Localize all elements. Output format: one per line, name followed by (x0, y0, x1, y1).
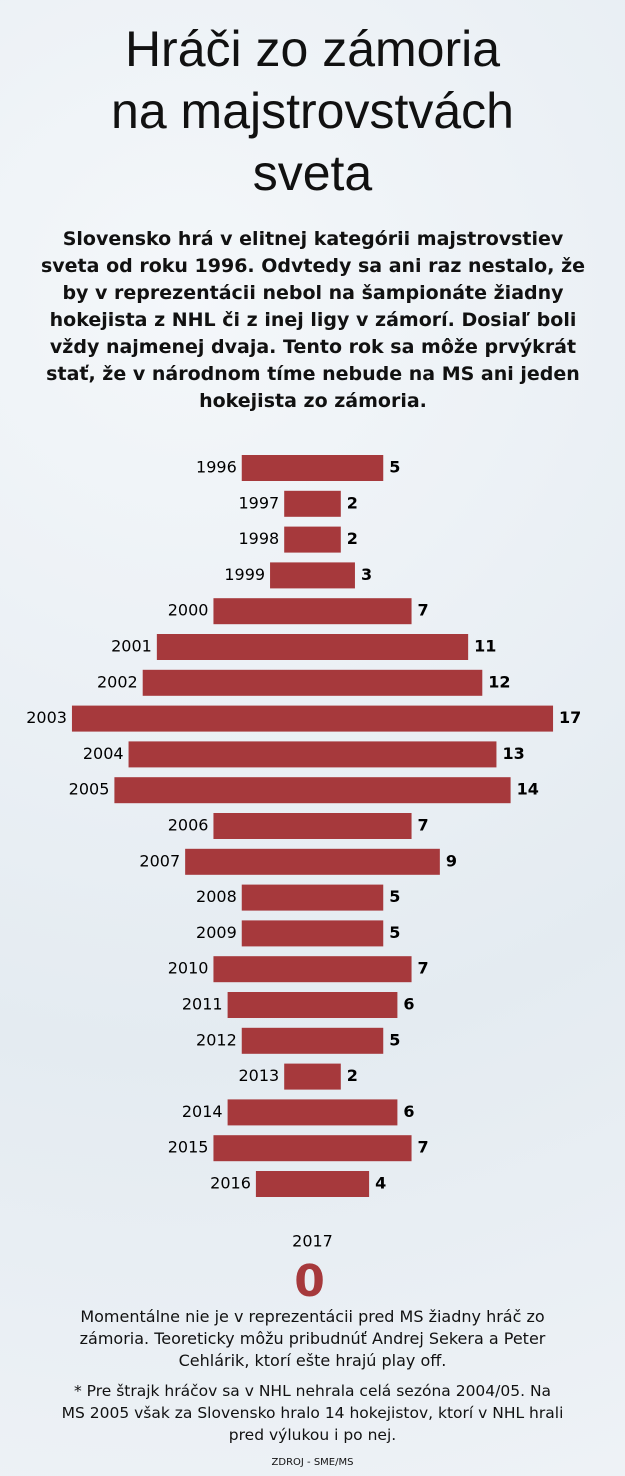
bar (114, 777, 511, 804)
category-label: 2002 (97, 672, 138, 691)
category-label: 2016 (210, 1174, 251, 1193)
category-label: 2017 (292, 1231, 333, 1250)
value-label: 7 (418, 816, 429, 835)
value-label: 14 (517, 780, 539, 799)
value-label: 2 (347, 493, 358, 512)
category-label: 2004 (83, 744, 124, 763)
bar (284, 526, 341, 553)
category-label: 1999 (224, 565, 265, 584)
value-label: 2 (347, 529, 358, 548)
bar (213, 598, 412, 625)
category-label: 2001 (111, 637, 152, 656)
bar (156, 634, 469, 660)
footnote: * Pre štrajk hráčov sa v NHL nehrala cel… (61, 1382, 564, 1444)
value-label: 12 (488, 672, 510, 691)
bar (284, 490, 341, 517)
value-label: 7 (418, 959, 429, 978)
title-line: Hráči zo zámoria (124, 21, 501, 77)
category-label: 2013 (238, 1066, 279, 1085)
bar (241, 884, 384, 911)
bar (128, 741, 497, 768)
category-label: 2012 (196, 1030, 237, 1049)
bar (255, 1171, 370, 1197)
category-label: 2010 (168, 959, 209, 978)
title: Hráči zo zámoria na majstrovstvách sveta (0, 18, 625, 204)
category-label: 2009 (196, 923, 237, 942)
value-label: 6 (403, 1102, 414, 1121)
category-label: 2011 (182, 995, 223, 1014)
title-line: sveta (252, 145, 373, 201)
category-label: 2005 (69, 780, 110, 799)
bar (213, 956, 412, 983)
value-label: 2 (347, 1066, 358, 1085)
bar (213, 1135, 412, 1162)
source: ZDROJ - SME/MS (271, 1457, 354, 1468)
value-label: 5 (389, 1030, 400, 1049)
value-label: 7 (418, 1138, 429, 1157)
value-label: 7 (418, 601, 429, 620)
value-label: 11 (474, 637, 496, 656)
bar (241, 920, 384, 947)
category-label: 2000 (168, 601, 209, 620)
category-label: 2006 (168, 816, 209, 835)
category-label: 1997 (238, 493, 279, 512)
bar (270, 562, 355, 589)
value-label: 17 (559, 708, 581, 727)
value-label: 3 (361, 565, 372, 584)
category-label: 2015 (168, 1138, 209, 1157)
title-line: na majstrovstvách (111, 83, 514, 139)
value-label: 4 (375, 1174, 386, 1193)
category-label: 2008 (196, 887, 237, 906)
value-label: 13 (502, 744, 524, 763)
bar (227, 1099, 398, 1126)
bar (241, 455, 384, 481)
bar (142, 669, 483, 696)
value-label: 5 (389, 458, 400, 477)
bar (284, 1063, 341, 1090)
chart: 1996 5 1997 2 1998 2 1999 3 2000 7 2001 11 2002 12 200… (26, 455, 581, 1300)
value-label: 9 (446, 851, 457, 870)
bar (185, 848, 440, 875)
bar (71, 705, 554, 732)
category-label: 1996 (196, 458, 237, 477)
bar (227, 992, 398, 1018)
category-label: 1998 (238, 529, 279, 548)
subtitle: Slovensko hrá v elitnej kategórii majstr… (40, 228, 586, 412)
category-label: 2014 (182, 1102, 223, 1121)
bar (241, 1027, 384, 1054)
category-label: 2003 (26, 708, 67, 727)
note: Momentálne nie je v reprezentácii pred M… (79, 1307, 546, 1370)
value-label: 0 (294, 1256, 325, 1300)
value-label: 6 (403, 995, 414, 1014)
category-label: 2007 (139, 851, 180, 870)
value-label: 5 (389, 887, 400, 906)
value-label: 5 (389, 923, 400, 942)
bar (213, 813, 412, 839)
